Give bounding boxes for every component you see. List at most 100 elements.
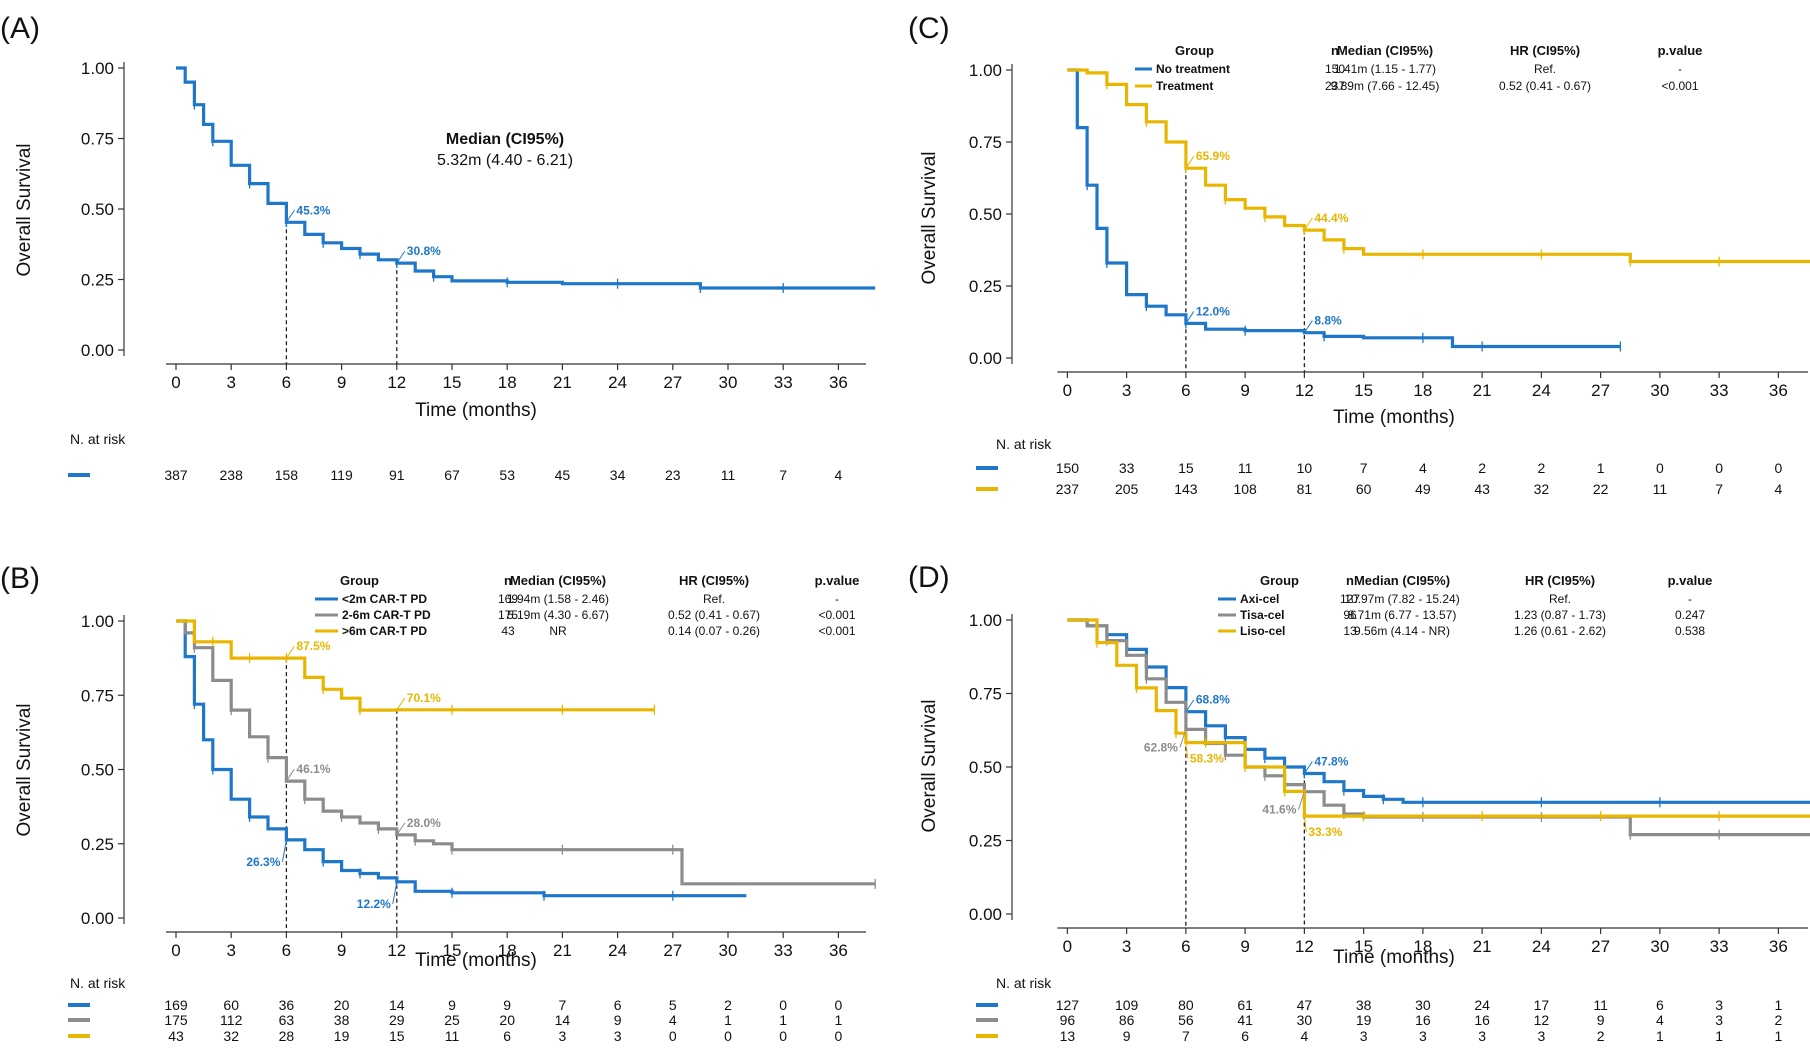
x-tick-label: 33 bbox=[774, 941, 793, 960]
risk-table-title: N. at risk bbox=[70, 431, 126, 447]
legend-cell: 8.71m (6.77 - 13.57) bbox=[1348, 608, 1457, 622]
risk-value: 53 bbox=[499, 467, 515, 483]
risk-value: 3 bbox=[1715, 997, 1723, 1013]
risk-value: 0 bbox=[1774, 460, 1782, 476]
annotation-leader bbox=[396, 822, 406, 836]
legend-cell: >6m CAR-T PD bbox=[342, 624, 427, 638]
annotation-leader bbox=[396, 250, 406, 264]
risk-value: 24 bbox=[1474, 997, 1490, 1013]
x-tick-label: 21 bbox=[553, 941, 572, 960]
risk-value: 2 bbox=[1774, 1012, 1782, 1028]
x-tick-label: 12 bbox=[1295, 381, 1314, 400]
x-tick-label: 12 bbox=[1295, 937, 1314, 956]
x-tick-label: 24 bbox=[1532, 937, 1551, 956]
survival-curve-1 bbox=[176, 619, 876, 886]
x-tick-label: 18 bbox=[1413, 937, 1432, 956]
y-tick-label: 1.00 bbox=[81, 59, 114, 78]
risk-value: 108 bbox=[1233, 481, 1257, 497]
risk-value: 13 bbox=[1060, 1028, 1076, 1044]
x-tick-label: 33 bbox=[1710, 937, 1729, 956]
annotation-leader bbox=[1185, 699, 1195, 713]
km-panel-d: (D)0.000.250.500.751.000 3 6 9 12 15 18 21 24 27 3… bbox=[908, 561, 1810, 1044]
x-tick-label: 15 bbox=[1354, 381, 1373, 400]
risk-value: 7 bbox=[1715, 481, 1723, 497]
legend-header: Median (CI95%) bbox=[1354, 573, 1450, 588]
legend-header: Median (CI95%) bbox=[510, 573, 606, 588]
annotation-label: 65.9% bbox=[1196, 149, 1230, 163]
x-tick-label: 12 bbox=[387, 373, 406, 392]
legend-header: HR (CI95%) bbox=[1525, 573, 1595, 588]
legend-cell: 0.14 (0.07 - 0.26) bbox=[668, 624, 760, 638]
risk-value: 3 bbox=[614, 1028, 622, 1044]
annotation-label: 44.4% bbox=[1314, 211, 1348, 225]
risk-value: 0 bbox=[1715, 460, 1723, 476]
y-axis-title: Overall Survival bbox=[919, 699, 940, 832]
risk-value: 43 bbox=[1474, 481, 1490, 497]
risk-value: 60 bbox=[1356, 481, 1372, 497]
panel-label: (A) bbox=[0, 12, 40, 45]
legend-header: Group bbox=[1175, 43, 1214, 58]
risk-value: 96 bbox=[1060, 1012, 1076, 1028]
legend-header: p.value bbox=[1668, 573, 1713, 588]
risk-value: 45 bbox=[555, 467, 571, 483]
annotation-label: 47.8% bbox=[1314, 754, 1348, 768]
legend-header: p.value bbox=[1658, 43, 1703, 58]
risk-value: 0 bbox=[779, 997, 787, 1013]
legend-cell: 0.247 bbox=[1675, 608, 1705, 622]
x-axis-title: Time (months) bbox=[1333, 407, 1455, 428]
km-panel-c: (C)0.000.250.500.751.000 3 6 9 12 15 18 21 24 27 3… bbox=[908, 12, 1810, 497]
annotation-leader bbox=[1297, 791, 1305, 810]
y-tick-label: 0.00 bbox=[81, 341, 114, 360]
legend-header: HR (CI95%) bbox=[679, 573, 749, 588]
risk-value: 4 bbox=[1774, 481, 1782, 497]
y-tick-label: 0.25 bbox=[81, 271, 114, 290]
annotation-leader bbox=[285, 645, 295, 659]
legend-header: Median (CI95%) bbox=[1337, 43, 1433, 58]
risk-value: 4 bbox=[669, 1012, 677, 1028]
legend-cell: 9.56m (4.14 - NR) bbox=[1354, 624, 1450, 638]
risk-value: 9 bbox=[1597, 1012, 1605, 1028]
annotation-label: 62.8% bbox=[1144, 740, 1178, 754]
risk-value: 16 bbox=[1474, 1012, 1490, 1028]
risk-value: 238 bbox=[220, 467, 244, 483]
x-tick-label: 27 bbox=[1591, 381, 1610, 400]
legend-cell: Axi-cel bbox=[1240, 592, 1279, 606]
panel-label: (B) bbox=[0, 562, 40, 595]
y-tick-label: 0.50 bbox=[969, 758, 1002, 777]
y-tick-label: 0.75 bbox=[81, 686, 114, 705]
risk-value: 2 bbox=[1597, 1028, 1605, 1044]
legend-cell: Ref. bbox=[1549, 592, 1571, 606]
risk-value: 41 bbox=[1237, 1012, 1253, 1028]
annotation-label: 87.5% bbox=[296, 639, 330, 653]
annotation-label: 26.3% bbox=[246, 855, 280, 869]
risk-value: 63 bbox=[279, 1012, 295, 1028]
x-tick-label: 36 bbox=[829, 941, 848, 960]
survival-curve-2 bbox=[176, 619, 655, 712]
risk-value: 3 bbox=[1715, 1012, 1723, 1028]
risk-value: 6 bbox=[614, 997, 622, 1013]
median-value: 5.32m (4.40 - 6.21) bbox=[437, 152, 573, 169]
risk-value: 0 bbox=[779, 1028, 787, 1044]
legend-cell: 43 bbox=[501, 624, 515, 638]
risk-value: 11 bbox=[721, 467, 736, 483]
risk-value: 175 bbox=[164, 1012, 188, 1028]
risk-value: 0 bbox=[835, 1028, 843, 1044]
annotation-label: 45.3% bbox=[296, 203, 330, 217]
risk-value: 143 bbox=[1174, 481, 1198, 497]
legend-header: n bbox=[1331, 43, 1339, 58]
x-tick-label: 3 bbox=[1122, 937, 1131, 956]
km-panel-a: (A)0.000.250.500.751.000 3 6 9 12 15 18 21 24 27 3… bbox=[0, 12, 876, 483]
risk-value: 11 bbox=[1593, 997, 1608, 1013]
risk-value: 47 bbox=[1297, 997, 1313, 1013]
survival-curve-0 bbox=[1067, 68, 1621, 349]
risk-value: 38 bbox=[1356, 997, 1372, 1013]
legend-cell: 1.41m (1.15 - 1.77) bbox=[1334, 62, 1436, 76]
y-tick-label: 0.00 bbox=[969, 905, 1002, 924]
legend-cell: - bbox=[1678, 62, 1682, 76]
risk-value: 36 bbox=[279, 997, 295, 1013]
legend-cell: No treatment bbox=[1156, 62, 1230, 76]
legend-cell: Treatment bbox=[1156, 79, 1213, 93]
risk-value: 2 bbox=[1537, 460, 1545, 476]
km-panel-b: (B)0.000.250.500.751.000 3 6 9 12 15 18 21 24 27 3… bbox=[0, 562, 876, 1044]
risk-value: 3 bbox=[559, 1028, 567, 1044]
